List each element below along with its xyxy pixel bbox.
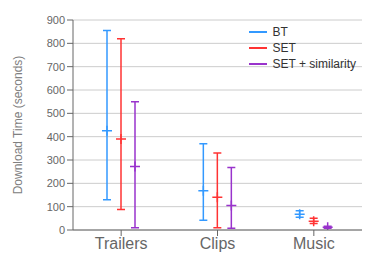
svg-text:400: 400 — [47, 131, 65, 143]
svg-text:200: 200 — [47, 177, 65, 189]
svg-text:0: 0 — [59, 224, 65, 236]
svg-text:700: 700 — [47, 61, 65, 73]
html-text:SET: SET — [272, 41, 296, 55]
html-text:BT: BT — [272, 25, 288, 39]
svg-text:800: 800 — [47, 37, 65, 49]
svg-text:Trailers: Trailers — [95, 235, 148, 252]
html-text:SET + similarity: SET + similarity — [272, 57, 356, 71]
svg-text:500: 500 — [47, 107, 65, 119]
svg-text:Clips: Clips — [200, 235, 236, 252]
svg-text:600: 600 — [47, 84, 65, 96]
svg-text:Download Time (seconds): Download Time (seconds) — [11, 56, 25, 195]
svg-text:900: 900 — [47, 14, 65, 26]
svg-text:100: 100 — [47, 201, 65, 213]
svg-text:Music: Music — [293, 235, 335, 252]
svg-text:300: 300 — [47, 154, 65, 166]
